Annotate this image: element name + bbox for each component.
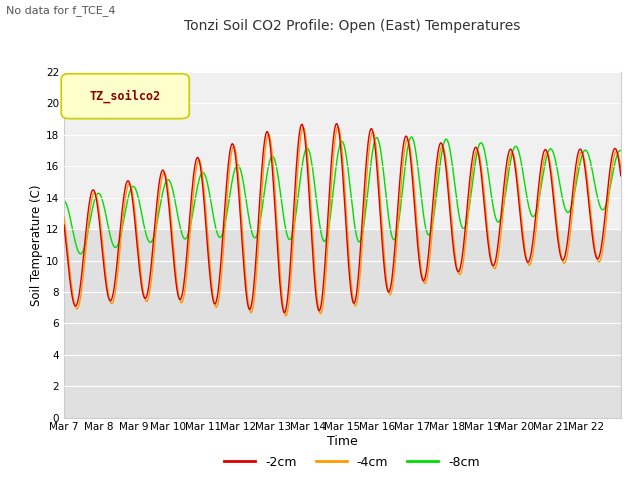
X-axis label: Time: Time: [327, 435, 358, 448]
Text: Tonzi Soil CO2 Profile: Open (East) Temperatures: Tonzi Soil CO2 Profile: Open (East) Temp…: [184, 19, 520, 33]
Y-axis label: Soil Temperature (C): Soil Temperature (C): [30, 184, 43, 306]
Bar: [64, 386, 621, 418]
Text: No data for f_TCE_4: No data for f_TCE_4: [6, 5, 116, 16]
Bar: [64, 292, 621, 324]
FancyBboxPatch shape: [61, 74, 189, 119]
Bar: [64, 355, 621, 386]
Legend: -2cm, -4cm, -8cm: -2cm, -4cm, -8cm: [219, 451, 485, 474]
Bar: [64, 324, 621, 355]
Bar: [64, 261, 621, 292]
Bar: [64, 229, 621, 261]
Text: TZ_soilco2: TZ_soilco2: [90, 89, 161, 103]
